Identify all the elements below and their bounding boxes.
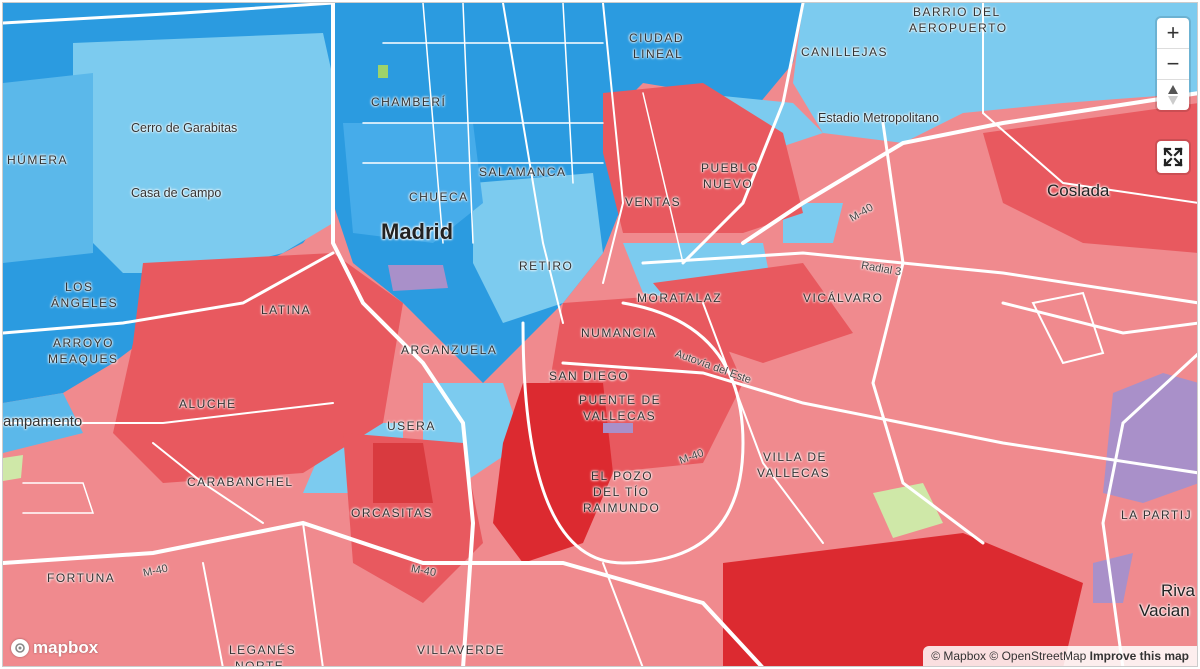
label-arroyo-2: MEAQUES xyxy=(48,352,119,366)
map-canvas[interactable] xyxy=(3,3,1198,667)
improve-map-label: Improve this map xyxy=(1089,649,1189,663)
label-campamento: ampamento xyxy=(3,413,83,430)
label-ventas: VENTAS xyxy=(625,195,682,209)
mapbox-logo-icon xyxy=(11,639,29,657)
green-park-zone xyxy=(873,483,943,538)
label-villa-2: VALLECAS xyxy=(757,466,831,480)
humera-zone xyxy=(3,73,93,263)
label-aluche: ALUCHE xyxy=(179,397,237,411)
label-pueblo-2: NUEVO xyxy=(703,177,754,191)
fullscreen-button[interactable] xyxy=(1157,141,1189,173)
compass-button[interactable] xyxy=(1157,80,1189,110)
usera-dark-zone xyxy=(373,443,433,503)
label-humera: HÚMERA xyxy=(7,153,69,167)
zoom-in-button[interactable]: + xyxy=(1157,18,1189,49)
label-los-angeles-1: LOS xyxy=(65,280,94,294)
green-park-north xyxy=(378,65,388,78)
purple-zone-southeast xyxy=(1093,553,1133,603)
label-riva: Riva xyxy=(1161,581,1196,600)
label-cerro-de-garabitas: Cerro de Garabitas xyxy=(131,121,238,135)
label-estadio-metropolitano: Estadio Metropolitano xyxy=(818,111,939,125)
label-los-angeles-2: ÁNGELES xyxy=(51,296,119,310)
label-vacian: Vacian xyxy=(1139,601,1190,620)
label-san-diego: SAN DIEGO xyxy=(549,369,630,383)
attribution-bar: © Mapbox © OpenStreetMap Improve this ma… xyxy=(923,646,1197,666)
label-chamberi: CHAMBERÍ xyxy=(371,95,447,109)
purple-zone-vallecas xyxy=(603,423,633,433)
label-arroyo-1: ARROYO xyxy=(53,336,115,350)
label-retiro: RETIRO xyxy=(519,259,574,273)
label-puente-1: PUENTE DE xyxy=(579,393,662,407)
label-latina: LATINA xyxy=(261,303,312,317)
label-ciudad-lineal-2: LINEAL xyxy=(633,47,684,61)
label-ciudad-lineal-1: CIUDAD xyxy=(629,31,685,45)
southeast-red-zone xyxy=(723,533,1083,666)
label-orcasitas: ORCASITAS xyxy=(351,506,433,520)
label-moratalaz: MORATALAZ xyxy=(637,291,723,305)
mapbox-logo[interactable]: mapbox xyxy=(11,638,98,658)
coslada-red-zone xyxy=(983,103,1197,253)
zoom-controls: + − xyxy=(1157,18,1189,110)
label-carabanchel: CARABANCHEL xyxy=(187,475,294,489)
chueca-zone xyxy=(343,123,483,243)
roads xyxy=(3,3,1197,666)
label-vicalvaro: VICÁLVARO xyxy=(803,291,884,305)
label-madrid: Madrid xyxy=(381,219,454,244)
label-leganes-1: LEGANÉS xyxy=(229,643,297,657)
mapbox-attribution-link[interactable]: © Mapbox xyxy=(931,649,987,663)
latina-red-zone xyxy=(113,253,403,483)
label-casa-de-campo: Casa de Campo xyxy=(131,186,222,200)
label-numancia: NUMANCIA xyxy=(581,326,658,340)
improve-map-link[interactable]: Improve this map xyxy=(1090,649,1189,663)
label-puente-2: VALLECAS xyxy=(583,409,657,423)
label-barrio-2: AEROPUERTO xyxy=(909,21,1008,35)
northeast-blue-zone xyxy=(793,3,1197,143)
label-pozo-1: EL POZO xyxy=(591,469,654,483)
label-usera: USERA xyxy=(387,419,436,433)
label-chueca: CHUECA xyxy=(409,190,469,204)
fullscreen-icon xyxy=(1163,147,1183,167)
label-leganes-2: NORTE xyxy=(235,659,285,667)
casa-de-campo-zone xyxy=(73,33,343,273)
green-park-west xyxy=(3,455,23,481)
label-arganzuela: ARGANZUELA xyxy=(401,343,498,357)
label-villaverde: VILLAVERDE xyxy=(417,643,506,657)
label-la-partij: LA PARTIJ xyxy=(1121,508,1193,522)
label-villa-1: VILLA DE xyxy=(763,450,828,464)
osm-attribution-link[interactable]: © OpenStreetMap xyxy=(989,649,1087,663)
label-salamanca: SALAMANCA xyxy=(479,165,567,179)
label-pozo-2: DEL TÍO xyxy=(593,485,650,499)
purple-zone-east xyxy=(1103,373,1197,503)
label-canillejas: CANILLEJAS xyxy=(801,45,889,59)
purple-zone-center xyxy=(388,265,448,291)
pozo-red-zone xyxy=(493,383,613,563)
label-coslada: Coslada xyxy=(1047,181,1110,200)
ventas-red-zone xyxy=(603,83,803,233)
label-barrio-1: BARRIO DEL xyxy=(913,5,1001,19)
label-pueblo-1: PUEBLO xyxy=(701,161,759,175)
label-pozo-3: RAIMUNDO xyxy=(583,501,661,515)
mapbox-logo-text: mapbox xyxy=(33,638,99,657)
retiro-zone xyxy=(473,173,603,323)
compass-icon xyxy=(1168,85,1178,105)
zoom-out-button[interactable]: − xyxy=(1157,49,1189,80)
label-fortuna: FORTUNA xyxy=(47,571,116,585)
